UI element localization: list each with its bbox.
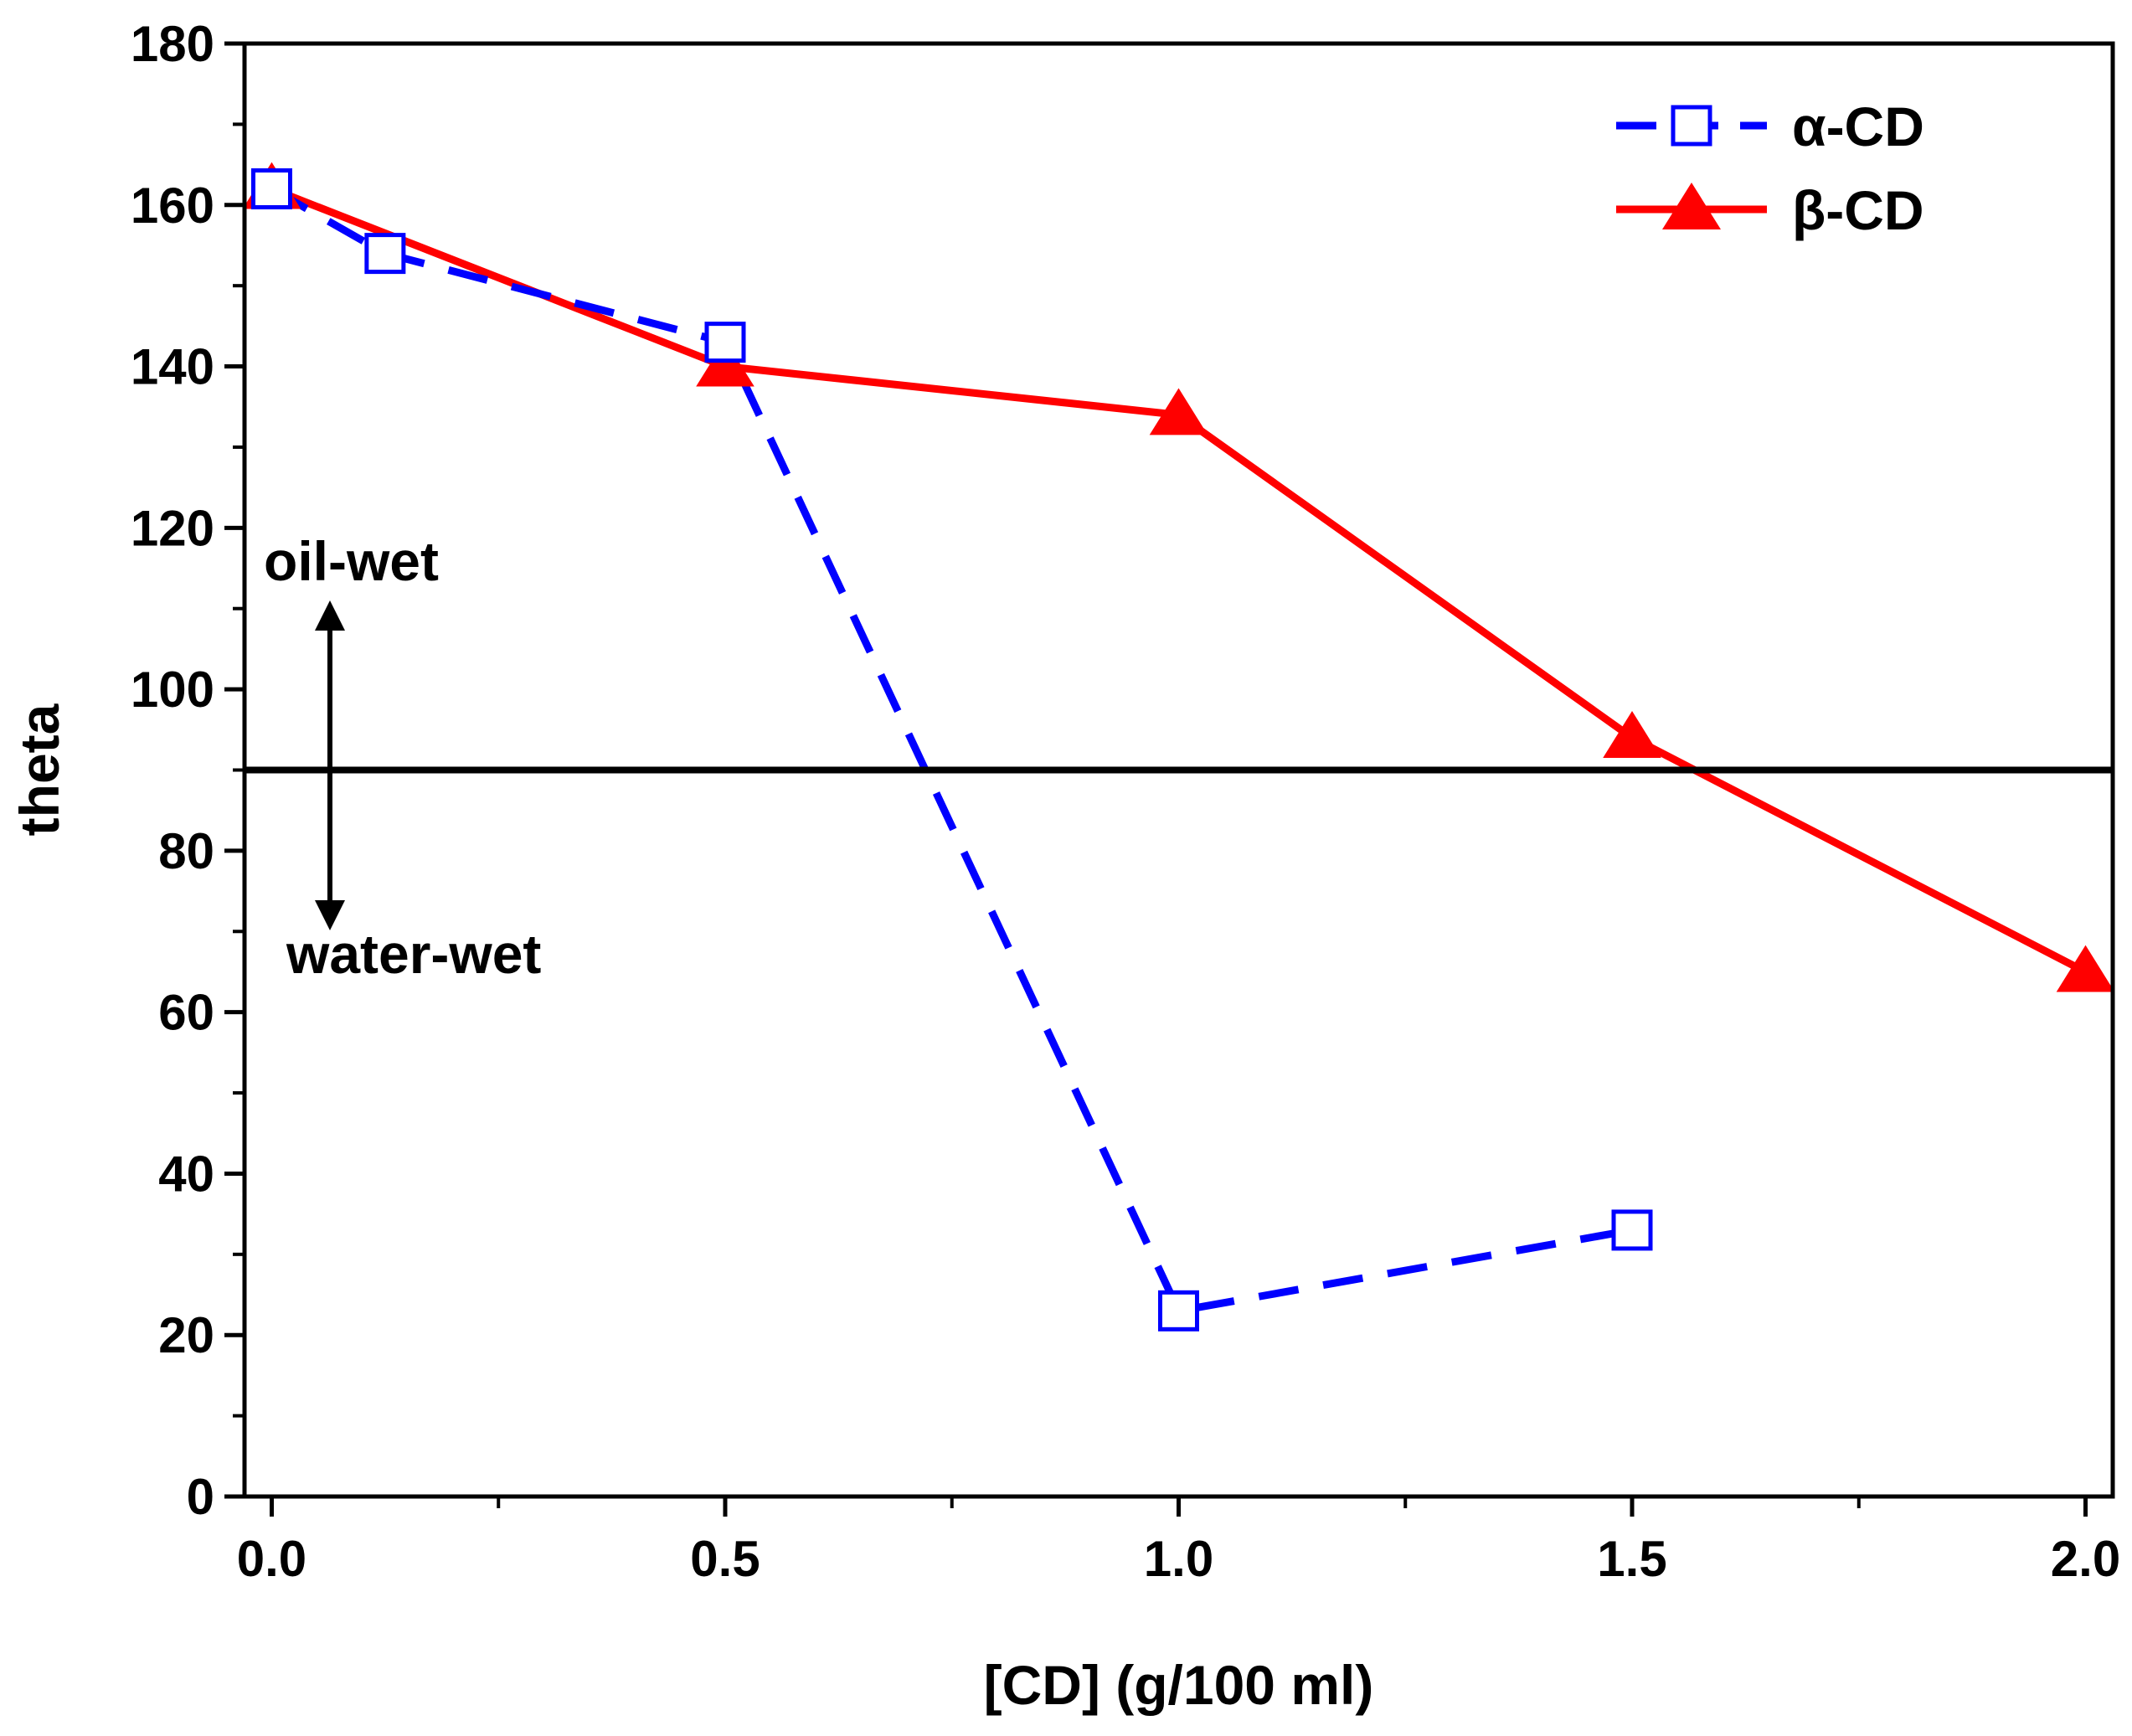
alpha-cd-point	[1158, 1290, 1199, 1332]
x-tick-label: 2.0	[2051, 1531, 2120, 1587]
beta-cd-point	[2056, 945, 2115, 992]
wettability-annotation: oil-wet water-wet	[264, 530, 541, 985]
y-tick-label: 60	[158, 985, 214, 1041]
y-tick-label: 140	[131, 339, 214, 395]
alpha-cd-point	[364, 233, 406, 275]
beta-cd-point	[1149, 388, 1208, 435]
y-axis: 0 20 40 60 80 100 120 140 160 180	[131, 16, 245, 1525]
y-tick-label: 20	[158, 1307, 214, 1363]
x-axis: 0.0 0.5 1.0 1.5 2.0	[237, 1496, 2120, 1587]
y-axis-title: theta	[8, 703, 70, 836]
beta-cd-line	[270, 185, 2088, 976]
legend: α-CD β-CD	[1616, 95, 1924, 241]
oil-wet-label: oil-wet	[264, 530, 439, 592]
y-tick-label: 80	[158, 823, 214, 879]
alpha-cd-line	[270, 185, 1633, 1316]
legend-beta-marker	[1662, 183, 1721, 229]
x-axis-title: [CD] (g/100 ml)	[984, 1654, 1374, 1716]
y-tick-label: 40	[158, 1146, 214, 1202]
legend-alpha-marker	[1671, 105, 1712, 147]
x-tick-label: 0.0	[237, 1531, 306, 1587]
legend-beta-label: β-CD	[1792, 179, 1924, 241]
series-layer	[242, 162, 2115, 1332]
y-tick-label: 0	[187, 1469, 214, 1525]
x-tick-label: 0.5	[690, 1531, 760, 1587]
beta-cd-point	[1603, 711, 1661, 758]
y-tick-label: 100	[131, 662, 214, 718]
x-tick-label: 1.0	[1144, 1531, 1213, 1587]
water-wet-label: water-wet	[286, 923, 541, 985]
x-tick-label: 1.5	[1597, 1531, 1666, 1587]
alpha-cd-point	[704, 322, 746, 363]
alpha-cd-point	[1611, 1209, 1653, 1251]
y-tick-label: 120	[131, 500, 214, 556]
alpha-cd-point	[250, 168, 292, 209]
y-tick-label: 160	[131, 178, 214, 234]
legend-alpha-label: α-CD	[1792, 95, 1924, 157]
beta-cd-point	[696, 339, 754, 387]
y-tick-label: 180	[131, 16, 214, 72]
